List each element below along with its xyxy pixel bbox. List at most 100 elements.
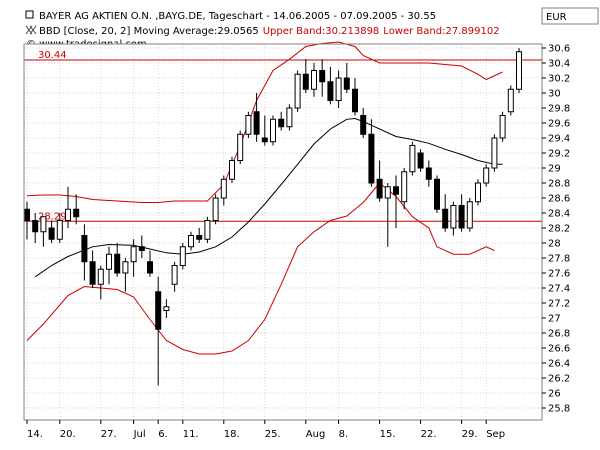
candle [327, 66, 334, 105]
candle-body-down [253, 111, 260, 135]
candle-body-down [32, 220, 39, 233]
candle-body-down [196, 235, 203, 240]
candle-body-down [368, 133, 375, 184]
y-tick-label: 30.6 [548, 44, 570, 55]
candle [352, 78, 358, 116]
candle-body-up [40, 216, 47, 233]
plot-frame [23, 43, 543, 421]
candle-body-up [229, 160, 235, 180]
candle-body-up [122, 261, 129, 274]
y-axis: 30.6 30.4 30.2 30 29.8 29.6 29.4 29.2 29 28.8 28.6… [542, 44, 570, 415]
candle [302, 59, 309, 93]
x-tick-label: 29. [462, 429, 478, 440]
candle [32, 213, 39, 243]
candle [384, 183, 391, 247]
candle-body-down [89, 261, 96, 285]
candle-body-down [147, 261, 153, 274]
y-tick-label: 26.6 [548, 344, 570, 355]
candle-body-down [393, 186, 399, 195]
candle [114, 243, 121, 277]
x-tick-label: Jul [133, 429, 146, 440]
candle [475, 179, 481, 206]
candle [450, 201, 457, 236]
candle-body-down [24, 208, 30, 221]
candle-body-down [376, 178, 383, 199]
y-tick-label: 28.8 [548, 179, 570, 190]
candle-body-down [434, 178, 440, 210]
y-tick-label: 30.2 [548, 74, 570, 85]
candle-body-up [475, 182, 481, 203]
candle [106, 246, 112, 285]
candle-body-down [417, 152, 424, 169]
candle-body-up [286, 107, 293, 128]
candlesticks [24, 48, 522, 386]
y-tick-label: 26 [548, 389, 561, 400]
candle-body-down [458, 205, 465, 229]
candle [130, 239, 137, 277]
y-tick-label: 29.2 [548, 149, 570, 160]
candle-body-up [130, 246, 137, 263]
indicator-legend: BBD [Close, 20, 2] Moving Average:29.056… [39, 26, 500, 37]
candle [196, 228, 203, 243]
candle-body-up [220, 178, 227, 199]
upper-band-line [26, 41, 503, 203]
candle [97, 265, 104, 300]
candle [278, 111, 285, 131]
y-tick-label: 27.4 [548, 284, 570, 295]
candle-body-up [466, 201, 473, 229]
candle [73, 194, 80, 225]
y-tick-label: 27.2 [548, 299, 570, 310]
candle [499, 111, 506, 142]
x-tick-label: 15. [380, 429, 396, 440]
candle-body-up [204, 220, 211, 240]
candle [343, 63, 350, 93]
candle-body-down [155, 291, 162, 330]
x-tick-label: 14. [27, 429, 43, 440]
candle-body-up [237, 133, 244, 161]
y-tick-label: 29.6 [548, 119, 570, 130]
candle [335, 70, 342, 108]
candle-body-down [114, 253, 121, 274]
bollinger-icon [25, 25, 37, 35]
y-tick-label: 28 [548, 239, 561, 250]
grid-lines [24, 44, 542, 420]
candle-body-up [245, 115, 252, 135]
candle [442, 194, 449, 232]
candle-body-up [384, 186, 391, 199]
candle-body-up [294, 73, 301, 109]
x-tick-label: 18. [224, 429, 240, 440]
candle-body-up [65, 208, 71, 221]
candle [516, 48, 522, 93]
candle-body-up [270, 118, 276, 143]
candle [81, 224, 88, 281]
candle [270, 115, 276, 146]
candle [409, 141, 416, 176]
candle [253, 93, 260, 142]
candle [458, 194, 465, 232]
candle [368, 119, 375, 187]
y-tick-label: 29.4 [548, 134, 570, 145]
candle [393, 175, 399, 228]
candle [188, 231, 194, 251]
y-tick-label: 30.4 [548, 59, 570, 70]
x-axis: 14. 20. 27. Jul 6. 11. 18. 25. Aug 8. 15. 22. 29. Sep [26, 420, 505, 440]
candle-body-down [278, 118, 285, 128]
candle [417, 149, 424, 172]
x-tick-label: 6. [158, 429, 168, 440]
candle-body-down [302, 73, 309, 90]
candle-body-up [179, 246, 186, 266]
currency-box [541, 7, 599, 25]
y-tick-label: 27.6 [548, 269, 570, 280]
candle [179, 243, 186, 270]
candle [171, 261, 178, 292]
plot-background [24, 44, 542, 420]
candle [56, 213, 63, 243]
candle-body-down [327, 81, 334, 101]
candle [286, 104, 293, 131]
x-tick-label: Sep [486, 429, 505, 440]
bollinger-bands [26, 41, 503, 355]
y-tick-label: 29 [548, 164, 561, 175]
candle-body-down [319, 70, 326, 83]
candle [434, 175, 440, 213]
